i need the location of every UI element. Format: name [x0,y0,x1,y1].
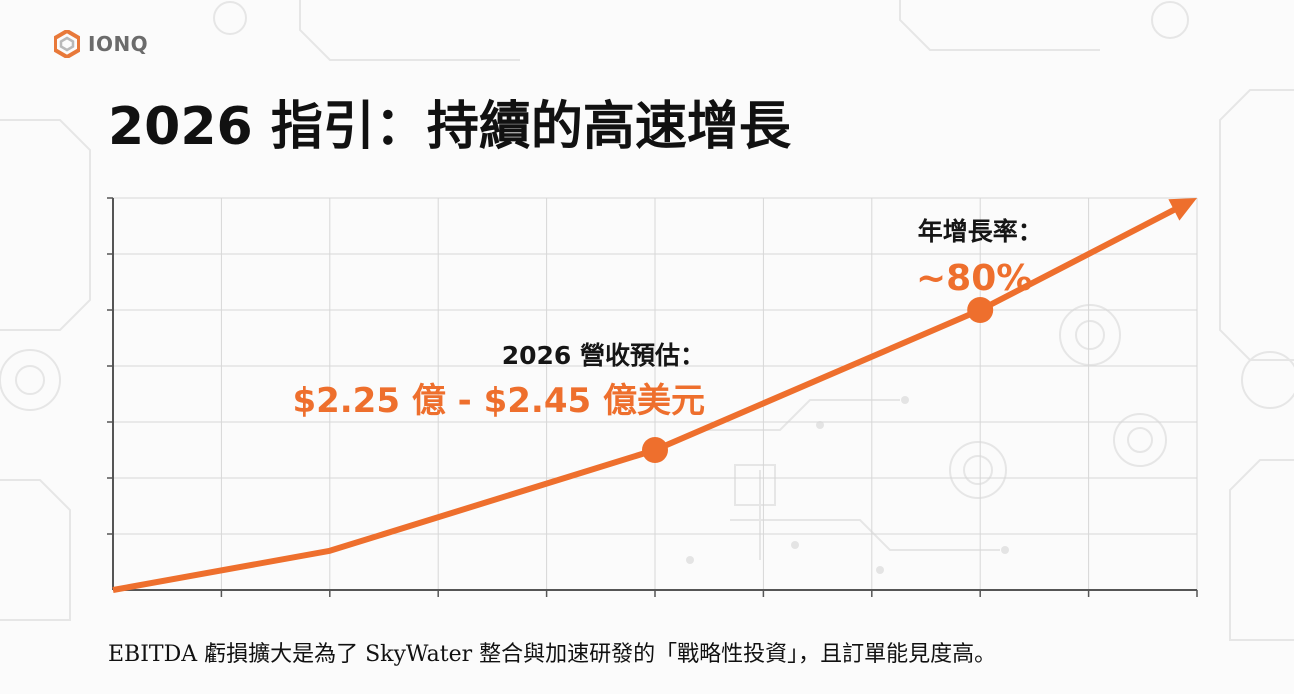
chart-points [642,297,994,463]
chart-grid [113,197,1198,590]
point-label-value: $2.25 億 - $2.45 億美元 [292,381,705,421]
point-label-title: 年增長率： [918,217,1043,246]
point-label-value: ~80% [916,258,1032,299]
point-label-title: 2026 營收預估： [502,341,705,370]
brand-name: IONQ [88,32,149,56]
brand-logo: IONQ [54,30,148,58]
ionq-logo-icon [54,30,80,58]
footnote: EBITDA 虧損擴大是為了 SkyWater 整合與加速研發的「戰略性投資」，… [108,642,997,667]
chart-axes [107,197,1198,597]
highlight-point [642,437,668,463]
chart-labels: 2026 營收預估： $2.25 億 - $2.45 億美元 年增長率： ~80% [292,217,1042,421]
arrow-head [1168,198,1197,221]
page-title: 2026 指引：持續的高速增長 [108,97,791,157]
highlight-point [967,297,994,323]
